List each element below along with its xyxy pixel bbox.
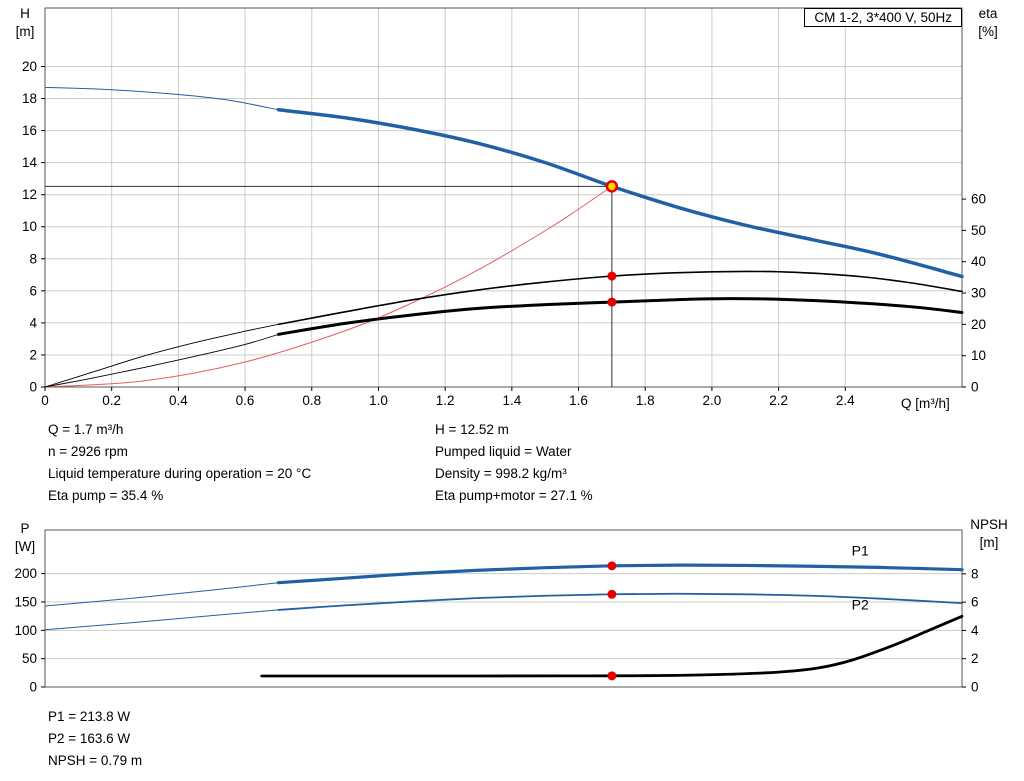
x-tick-label: 2.2 (769, 393, 788, 408)
y-right-tick-label: 8 (971, 566, 979, 581)
x-tick-label: 1.6 (569, 393, 588, 408)
y-left-tick-label: 18 (22, 91, 37, 106)
x-tick-label: 1.8 (636, 393, 655, 408)
y-left-tick-label: 100 (14, 623, 37, 638)
y-right-tick-label: 30 (971, 286, 986, 301)
y-left-tick-label: 6 (29, 283, 37, 298)
y-right-tick-label: 50 (971, 223, 986, 238)
eta-axis-unit: [%] (978, 24, 998, 39)
y-left-tick-label: 0 (29, 680, 37, 695)
eta-pump (277, 270, 963, 326)
h-axis-unit: [m] (15, 24, 35, 39)
duty-info-right-column: H = 12.52 m Pumped liquid = Water Densit… (435, 419, 593, 507)
info-line-density: Density = 998.2 kg/m³ (435, 466, 567, 481)
info-line-head: H = 12.52 m (435, 422, 509, 437)
eta-pump-thin (44, 323, 279, 388)
y-left-tick-label: 16 (22, 123, 37, 138)
y-left-tick-label: 12 (22, 187, 37, 202)
y-right-tick-label: 4 (971, 623, 979, 638)
info-line-q: Q = 1.7 m³/h (48, 422, 124, 437)
npsh-curve (260, 614, 964, 678)
p1-curve-thin (44, 582, 279, 607)
y-right-tick-label: 40 (971, 254, 986, 269)
y-left-tick-label: 2 (29, 347, 37, 362)
eta-axis-label: eta [%] (962, 5, 1014, 41)
series-label-p1: P1 (852, 543, 869, 559)
info-line-liquid: Pumped liquid = Water (435, 444, 572, 459)
p-axis-unit: [W] (14, 539, 36, 554)
eta-pump-motor (276, 297, 964, 336)
x-tick-label: 1.2 (436, 393, 455, 408)
duty-point[interactable] (605, 180, 619, 193)
y-right-tick-label: 0 (971, 380, 979, 395)
y-left-tick-label: 10 (22, 219, 37, 234)
system-curve (44, 185, 613, 388)
head-curve-thin (44, 86, 279, 111)
y-left-tick-label: 8 (29, 251, 37, 266)
eta-axis-symbol: eta (978, 6, 998, 21)
series-label-p2: P2 (852, 596, 869, 612)
x-tick-label: 1.4 (502, 393, 521, 408)
y-left-tick-label: 14 (22, 155, 38, 170)
result-line-npsh: NPSH = 0.79 m (48, 753, 143, 768)
npsh-dot (607, 671, 617, 681)
x-tick-label: 0.6 (236, 393, 255, 408)
eta-pump-dot (607, 271, 617, 281)
y-right-tick-label: 6 (971, 595, 979, 610)
info-line-eta-pump: Eta pump = 35.4 % (48, 488, 164, 503)
pump-model-box: CM 1-2, 3*400 V, 50Hz (804, 8, 962, 27)
y-left-tick-label: 0 (29, 380, 37, 395)
npsh-axis-symbol: NPSH (970, 517, 1008, 532)
head-curve (276, 108, 964, 279)
eta-pump-motor-dot (607, 297, 617, 307)
x-tick-label: 0.2 (102, 393, 121, 408)
h-axis-symbol: H (20, 6, 30, 21)
p-axis-symbol: P (20, 521, 30, 536)
x-tick-label: 1.0 (369, 393, 388, 408)
power-results-column: P1 = 213.8 W P2 = 163.6 W NPSH = 0.79 m (48, 706, 142, 772)
y-right-tick-label: 10 (971, 348, 986, 363)
result-line-p1: P1 = 213.8 W (48, 709, 131, 724)
y-left-tick-label: 200 (14, 566, 37, 581)
x-tick-label: 0 (41, 393, 49, 408)
y-right-tick-label: 0 (971, 680, 979, 695)
y-right-tick-label: 20 (971, 317, 986, 332)
y-left-tick-label: 4 (29, 315, 37, 330)
p-axis-label: P [W] (6, 520, 44, 556)
y-left-tick-label: 150 (14, 594, 37, 609)
duty-info-left-column: Q = 1.7 m³/h n = 2926 rpm Liquid tempera… (48, 419, 311, 507)
x-tick-label: 2.4 (836, 393, 855, 408)
y-left-tick-label: 20 (22, 59, 37, 74)
eta-pump-motor-thin (44, 333, 279, 388)
npsh-axis-unit: [m] (979, 535, 999, 550)
info-line-eta-total: Eta pump+motor = 27.1 % (435, 488, 593, 503)
y-left-tick-label: 50 (22, 651, 37, 666)
h-axis-label: H [m] (6, 5, 44, 41)
p1-dot (607, 561, 617, 571)
info-line-speed: n = 2926 rpm (48, 444, 128, 459)
x-tick-label: 2.0 (703, 393, 722, 408)
p2-curve-thin (44, 609, 279, 631)
y-right-tick-label: 2 (971, 651, 979, 666)
npsh-axis-label: NPSH [m] (958, 516, 1020, 552)
y-right-tick-label: 60 (971, 192, 986, 207)
result-line-p2: P2 = 163.6 W (48, 731, 131, 746)
plot-frame (44, 7, 963, 388)
x-tick-label: 0.8 (302, 393, 321, 408)
q-axis-label: Q [m³/h] (901, 396, 950, 411)
plot-frame (44, 529, 963, 688)
p2-dot (607, 589, 617, 599)
x-tick-label: 0.4 (169, 393, 188, 408)
info-line-temperature: Liquid temperature during operation = 20… (48, 466, 312, 481)
